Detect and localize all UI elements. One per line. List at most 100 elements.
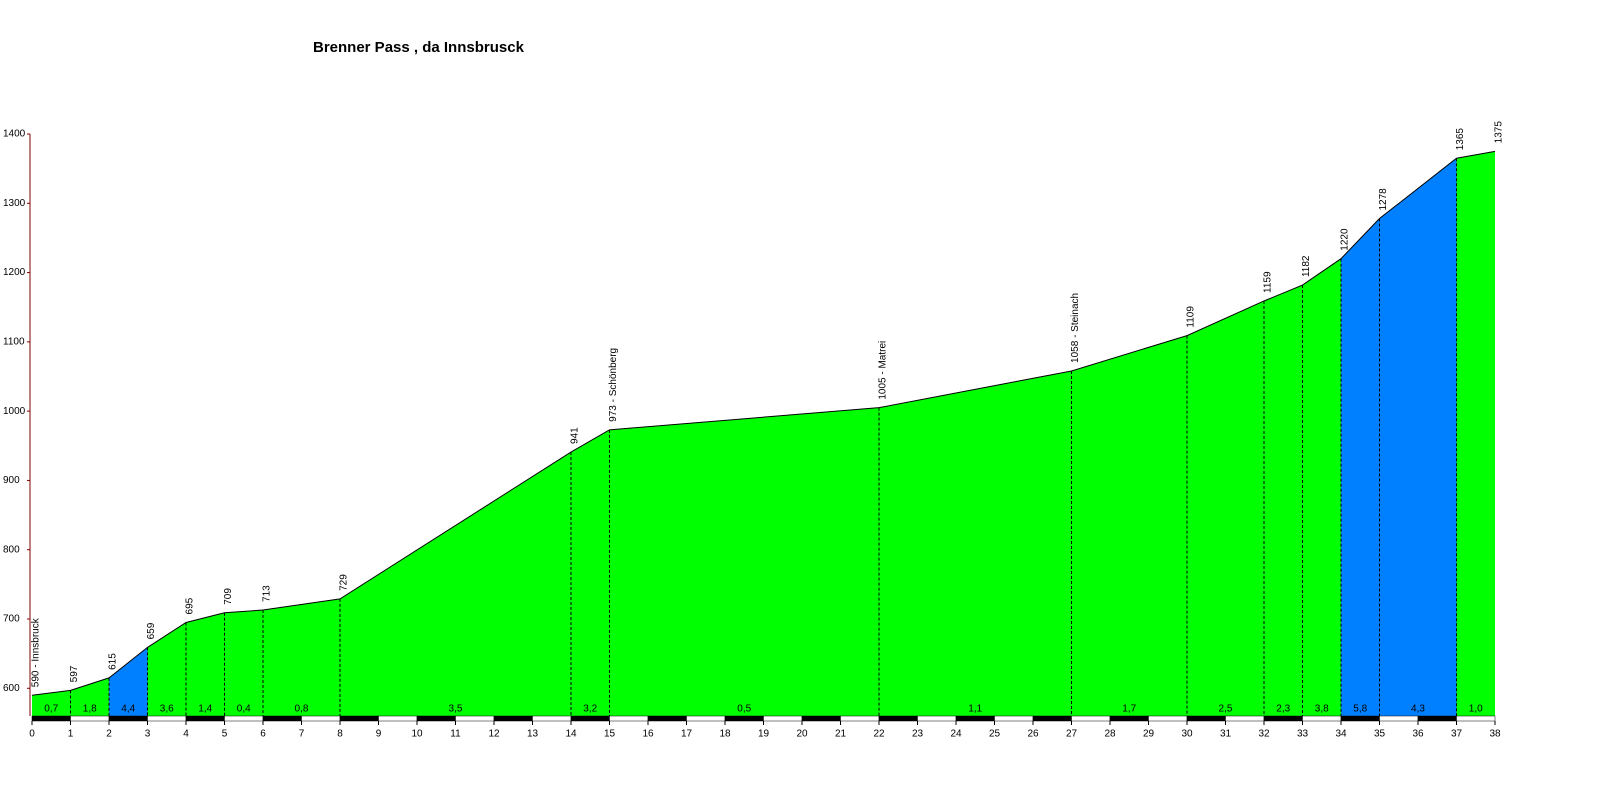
elevation-label: 615	[108, 653, 119, 670]
km-stripe	[493, 715, 533, 722]
elevation-label: 709	[223, 588, 234, 605]
km-stripe	[147, 715, 187, 722]
segment-area	[1456, 151, 1495, 717]
x-tick-label: 4	[183, 729, 189, 740]
km-stripe	[532, 715, 572, 722]
profile-line	[31, 150, 1496, 696]
km-stripe	[763, 715, 803, 722]
y-tick-label: 900	[3, 475, 20, 486]
elevation-label: 1365	[1455, 128, 1466, 151]
km-stripe	[1071, 715, 1111, 722]
x-tick-label: 1	[68, 729, 74, 740]
km-stripe	[1456, 715, 1496, 722]
gradient-label: 5,8	[1353, 704, 1367, 715]
gradient-label: 0,8	[295, 704, 309, 715]
x-tick-label: 14	[565, 729, 577, 740]
elevation-label: 590 - Innsbruck	[31, 617, 42, 687]
km-stripe	[724, 715, 764, 722]
x-tick-label: 12	[488, 729, 500, 740]
x-tick-label: 3	[145, 729, 151, 740]
segment-area	[186, 612, 225, 716]
gradient-label: 0,4	[237, 704, 251, 715]
segment-area	[571, 429, 610, 716]
elevation-label: 973 - Schönberg	[608, 348, 619, 422]
gradient-label: 1,0	[1469, 704, 1483, 715]
x-tick-label: 32	[1258, 729, 1270, 740]
gradient-label: 0,7	[44, 704, 58, 715]
gradient-label: 3,6	[160, 704, 174, 715]
km-stripe	[185, 715, 225, 722]
elevation-label: 597	[69, 665, 80, 682]
km-stripe	[1186, 715, 1226, 722]
x-tick-label: 27	[1066, 729, 1078, 740]
km-stripe	[917, 715, 957, 722]
x-tick-label: 11	[450, 729, 461, 740]
chart-title: Brenner Pass , da Innsbrusck	[313, 39, 525, 56]
elevation-label: 1220	[1340, 228, 1351, 251]
segment-area	[1187, 300, 1264, 716]
x-tick-label: 38	[1489, 729, 1501, 740]
x-tick-label: 21	[835, 729, 847, 740]
km-stripe	[1109, 715, 1149, 722]
km-stripe	[994, 715, 1034, 722]
x-tick-label: 15	[604, 729, 616, 740]
segment-area	[1302, 258, 1341, 716]
gradient-label: 3,5	[449, 704, 463, 715]
segment-area	[147, 622, 186, 716]
x-tick-label: 22	[873, 729, 885, 740]
x-tick-label: 23	[912, 729, 924, 740]
km-stripe	[70, 715, 110, 722]
x-tick-label: 25	[989, 729, 1001, 740]
x-tick-label: 36	[1412, 729, 1424, 740]
y-tick-label: 800	[3, 544, 20, 555]
x-tick-label: 33	[1297, 729, 1309, 740]
x-tick-label: 10	[411, 729, 423, 740]
km-stripe	[108, 715, 148, 722]
x-tick-label: 2	[106, 729, 112, 740]
km-stripe	[455, 715, 495, 722]
gradient-label: 4,3	[1411, 704, 1425, 715]
y-tick-label: 1200	[3, 267, 26, 278]
segment-area	[340, 452, 571, 716]
elevation-label: 695	[185, 597, 196, 614]
elevation-label: 941	[570, 427, 581, 444]
segment-area	[109, 647, 148, 716]
x-tick-label: 26	[1027, 729, 1039, 740]
segment-area	[1071, 335, 1187, 716]
elevation-label: 729	[339, 574, 350, 591]
km-stripe	[801, 715, 841, 722]
elevation-label: 1159	[1263, 271, 1274, 293]
gradient-label: 2,3	[1276, 704, 1290, 715]
y-tick-label: 1000	[3, 406, 26, 417]
y-tick-label: 700	[3, 614, 20, 625]
gradient-label: 0,5	[737, 704, 751, 715]
x-tick-label: 35	[1374, 729, 1386, 740]
km-stripe	[609, 715, 649, 722]
km-stripe	[840, 715, 880, 722]
elevation-label: 659	[146, 622, 157, 639]
x-tick-label: 5	[222, 729, 228, 740]
km-stripe	[262, 715, 302, 722]
gradient-label: 4,4	[121, 704, 135, 715]
km-stripe	[1263, 715, 1303, 722]
elevation-label: 1278	[1378, 188, 1389, 211]
x-tick-label: 0	[29, 729, 35, 740]
km-stripe	[1302, 715, 1342, 722]
x-tick-label: 20	[796, 729, 808, 740]
gradient-label: 1,4	[198, 704, 212, 715]
x-tick-label: 6	[260, 729, 266, 740]
km-stripe	[1379, 715, 1419, 722]
x-tick-label: 18	[719, 729, 731, 740]
km-stripe	[1417, 715, 1457, 722]
x-tick-label: 17	[681, 729, 693, 740]
km-stripe	[647, 715, 687, 722]
x-tick-label: 29	[1143, 729, 1155, 740]
km-stripe	[224, 715, 264, 722]
x-tick-label: 30	[1181, 729, 1193, 740]
x-tick-label: 31	[1220, 729, 1232, 740]
x-tick-label: 28	[1104, 729, 1116, 740]
gradient-label: 3,2	[583, 704, 597, 715]
x-tick-label: 24	[950, 729, 962, 740]
